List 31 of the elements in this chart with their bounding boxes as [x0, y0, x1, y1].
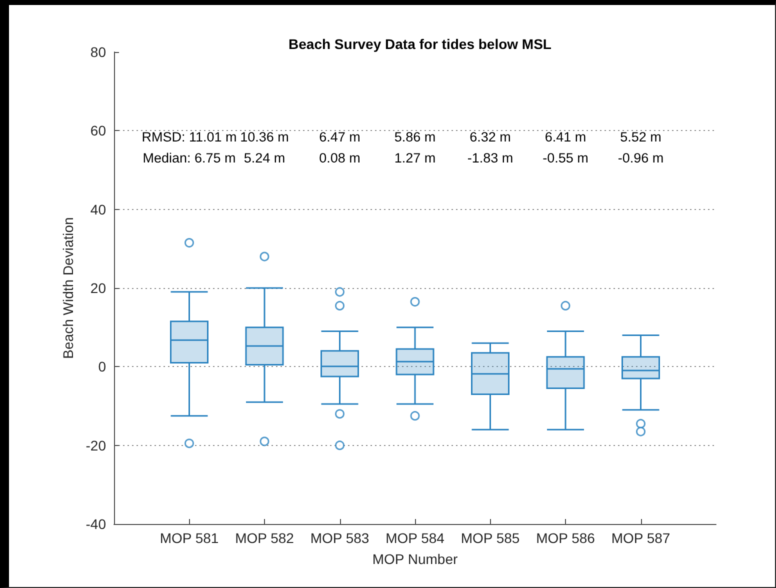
annotation: -1.83 m: [467, 150, 514, 166]
annotation: -0.55 m: [542, 150, 588, 166]
x-tick-label: MOP 582: [235, 530, 294, 546]
x-tick-label: MOP 581: [160, 530, 219, 546]
x-tick-label: MOP 585: [460, 530, 520, 546]
annotation: 6.47 m: [319, 130, 360, 144]
y-tick-label: -40: [86, 516, 106, 532]
x-tick-label: MOP 587: [611, 530, 670, 546]
annotation: 6.32 m: [470, 130, 511, 144]
x-axis-title: MOP Number: [372, 551, 458, 567]
y-tick-label: 40: [90, 201, 106, 218]
y-axis-title: Beach Width Deviation: [60, 217, 76, 359]
annotation: 5.52 m: [620, 130, 662, 144]
annotation: 6.41 m: [544, 130, 586, 144]
annotation: 0.08 m: [319, 150, 360, 166]
annotation: 1.27 m: [394, 150, 436, 166]
annotation: RMSD: 11.01 m: [142, 130, 237, 144]
y-tick-label: 80: [90, 44, 106, 60]
y-tick-label: 20: [90, 280, 106, 296]
annotation: 5.24 m: [244, 150, 286, 166]
annotation: Median: 6.75 m: [142, 150, 236, 166]
x-tick-label: MOP 586: [536, 530, 596, 546]
chart-title: Beach Survey Data for tides below MSL: [288, 36, 552, 52]
y-tick-label: 0: [98, 358, 106, 375]
y-tick-label: -20: [86, 437, 106, 454]
annotation: 5.86 m: [394, 130, 436, 144]
y-tick-label: 60: [90, 122, 106, 139]
x-tick-label: MOP 584: [386, 530, 445, 546]
annotation: -0.96 m: [618, 150, 664, 166]
annotation: 10.36 m: [240, 130, 289, 144]
x-tick-label: MOP 583: [310, 530, 370, 546]
